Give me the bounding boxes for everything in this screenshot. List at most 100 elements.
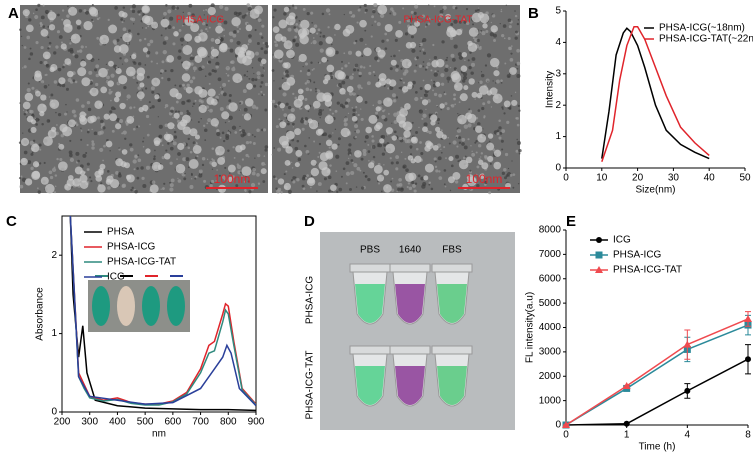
tem-particle xyxy=(136,67,146,77)
tem-noise xyxy=(334,50,339,55)
tem-noise xyxy=(443,169,447,172)
tem-noise xyxy=(200,118,202,120)
tem-noise xyxy=(75,123,79,127)
tem-particle xyxy=(50,64,58,72)
tem-noise xyxy=(406,18,411,23)
marker xyxy=(622,382,631,389)
tem-noise xyxy=(471,150,473,152)
tem-noise xyxy=(474,9,478,13)
tem-noise xyxy=(211,69,215,73)
tem-noise xyxy=(486,53,492,58)
tem-particle xyxy=(277,178,285,185)
tem-noise xyxy=(485,177,487,180)
tem-noise xyxy=(422,61,425,63)
tem-noise xyxy=(91,142,95,147)
tem-noise xyxy=(282,92,287,97)
tem-noise xyxy=(514,10,516,12)
tem-noise xyxy=(47,36,50,39)
tem-noise xyxy=(144,64,147,66)
tem-noise xyxy=(194,177,197,180)
tem-noise xyxy=(383,143,387,147)
tem-noise xyxy=(263,155,266,157)
tem-noise xyxy=(434,160,437,163)
tem-noise xyxy=(418,64,423,68)
inset-tube xyxy=(142,286,160,326)
tem-particle xyxy=(25,24,34,33)
tem-noise xyxy=(343,13,345,16)
tem-particle xyxy=(325,46,336,57)
tem-noise xyxy=(184,172,186,175)
tem-noise xyxy=(316,89,321,94)
tem-noise xyxy=(302,187,306,191)
tem-noise xyxy=(236,163,240,166)
tem-noise xyxy=(56,124,58,126)
panel-label: E xyxy=(566,213,576,230)
tem-noise xyxy=(132,127,136,131)
tem-noise xyxy=(160,69,164,73)
tem-particle xyxy=(94,170,102,178)
tem-particle xyxy=(281,140,289,149)
tem-noise xyxy=(228,31,234,36)
tem-noise xyxy=(377,99,382,105)
tem-noise xyxy=(364,29,367,32)
tem-noise xyxy=(131,186,134,190)
tem-noise xyxy=(352,161,354,164)
tem-noise xyxy=(393,120,398,124)
tem-noise xyxy=(368,71,372,75)
tem-noise xyxy=(398,182,403,187)
legend-label: ICG xyxy=(613,235,631,246)
tem-noise xyxy=(231,125,237,130)
tem-noise xyxy=(476,122,481,126)
tem-noise xyxy=(248,190,252,194)
tem-noise xyxy=(215,65,219,69)
tem-particle xyxy=(30,126,37,134)
tem-noise xyxy=(317,182,322,187)
tem-particle xyxy=(125,66,136,77)
tem-particle xyxy=(182,45,193,55)
tem-noise xyxy=(203,14,205,16)
tem-noise xyxy=(69,49,74,54)
tem-noise xyxy=(447,136,450,139)
tem-noise xyxy=(485,78,490,83)
tem-noise xyxy=(103,144,106,148)
tem-noise xyxy=(254,78,258,81)
tem-noise xyxy=(176,6,180,10)
tem-particle xyxy=(63,19,71,27)
tem-noise xyxy=(235,12,240,17)
tem-particle xyxy=(72,178,81,187)
tem-particle xyxy=(24,92,34,102)
tem-noise xyxy=(437,122,440,125)
tem-noise xyxy=(379,13,385,19)
tem-noise xyxy=(200,29,203,33)
tem-noise xyxy=(188,3,193,8)
tem-noise xyxy=(359,65,363,69)
tem-noise xyxy=(434,165,438,169)
tem-noise xyxy=(149,106,152,110)
tem-noise xyxy=(376,22,381,27)
tem-noise xyxy=(446,106,450,111)
tem-noise xyxy=(171,5,176,10)
tem-noise xyxy=(174,84,177,87)
tem-particle xyxy=(20,137,30,147)
tem-noise xyxy=(484,64,488,67)
tem-noise xyxy=(189,184,194,189)
tem-noise xyxy=(263,50,268,55)
tem-noise xyxy=(384,32,388,36)
tem-noise xyxy=(198,169,203,174)
tem-particle xyxy=(79,180,89,190)
y-tick-label: 2 xyxy=(51,250,57,261)
tem-noise xyxy=(40,45,44,50)
tem-particle xyxy=(241,166,252,177)
tem-noise xyxy=(65,103,67,106)
tem-noise xyxy=(210,3,215,8)
tem-noise xyxy=(352,73,354,76)
tem-noise xyxy=(39,148,42,151)
tem-noise xyxy=(352,92,356,96)
tem-noise xyxy=(186,83,190,88)
tem-noise xyxy=(357,113,360,117)
tem-noise xyxy=(302,65,304,68)
tem-noise xyxy=(382,109,385,113)
x-tick-label: 1 xyxy=(624,430,630,441)
tem-noise xyxy=(450,164,454,168)
tem-noise xyxy=(421,184,426,189)
